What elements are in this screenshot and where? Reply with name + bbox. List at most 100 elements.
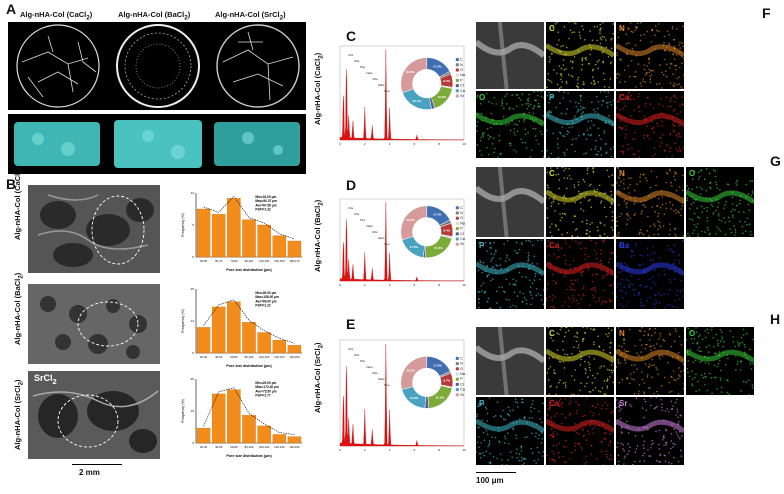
- x-tick-label: 10: [462, 448, 466, 452]
- donut-percent-label: 17.6%: [410, 245, 419, 249]
- legend-swatch: [455, 388, 459, 392]
- map-tile-g-c: C: [546, 167, 614, 237]
- donut-slice: [400, 356, 428, 390]
- subscript: 2: [17, 381, 25, 386]
- donut-percent-label: 19.3%: [410, 396, 419, 400]
- x-tick-label: 10: [462, 142, 466, 146]
- legend-swatch: [455, 78, 459, 82]
- map-texture: [616, 239, 684, 309]
- x-tick-label: 40-60: [215, 445, 223, 449]
- legend-label: N: [460, 362, 463, 366]
- x-tick-label: 4: [389, 142, 391, 146]
- x-tick-label: 6: [414, 448, 416, 452]
- peak-label: PKa: [360, 359, 365, 363]
- map-tile-f-c: C: [546, 22, 614, 89]
- donut-percent-label: 16.9%: [438, 95, 447, 99]
- legend-swatch: [455, 68, 459, 72]
- x-tick-label: 8: [438, 142, 440, 146]
- histogram-bar: [242, 322, 256, 354]
- legend-label: Sr: [460, 94, 464, 98]
- legend-swatch: [455, 377, 459, 381]
- x-tick-label: 4: [389, 283, 391, 287]
- map-tile-h-c: C: [546, 327, 614, 395]
- map-element-label: P: [479, 399, 485, 408]
- legend-label: P: [460, 227, 463, 231]
- panel-b-row-cacl2: Alg-nHA-Col (CaCl2): [13, 168, 25, 240]
- close-paren: ): [313, 199, 322, 203]
- spectrum-trace: [339, 202, 465, 282]
- map-texture: [476, 91, 544, 158]
- histogram-bar: [257, 332, 271, 354]
- legend-label: C: [460, 356, 463, 360]
- panel-label-b: B: [6, 176, 17, 192]
- histogram-bar: [211, 214, 226, 258]
- map-element-label: P: [549, 93, 555, 102]
- stat-label: Min=26.00 μm: [255, 291, 276, 295]
- legend-label: Na: [460, 372, 465, 376]
- panel-a-title-cacl2: Alg-nHA-Col (CaCl2): [20, 10, 92, 22]
- map-element-label: C: [549, 329, 555, 338]
- legend-label: Ca: [460, 388, 465, 392]
- close-paren: ): [187, 10, 191, 19]
- panel-a-title-bacl2: Alg-nHA-Col (BaCl2): [118, 10, 190, 22]
- histogram-bar: [211, 393, 226, 444]
- stat-label: Ave=73.50 μm: [255, 389, 276, 393]
- panel-label-e: E: [346, 316, 356, 332]
- x-tick-label: 90-110: [245, 259, 254, 263]
- histogram-bar: [211, 306, 226, 354]
- fit-curve: [203, 299, 295, 344]
- panel-a-3d-images: [8, 114, 306, 174]
- panel-label-h: H: [770, 311, 781, 327]
- map-texture: [686, 168, 754, 237]
- subscript: 2: [317, 55, 325, 59]
- x-tick-label: 140-160: [289, 355, 300, 359]
- donut-percent-label: 22.1%: [413, 99, 422, 103]
- x-axis-label: Pore size distribution (μm): [226, 268, 272, 272]
- peak-label: SrLa: [384, 383, 390, 387]
- panel-a-title-text: Alg-nHA-Col (CaCl: [20, 10, 87, 19]
- x-tick-label: 50-70: [215, 259, 223, 263]
- map-texture: [616, 327, 684, 395]
- x-tick-label: 8: [438, 448, 440, 452]
- map-tile-h-o: O: [686, 327, 754, 395]
- y-tick-label: 13: [191, 319, 195, 323]
- map-element-label: Sr: [619, 399, 628, 408]
- panel-a-topview-images: [8, 22, 306, 110]
- x-tick-label: 20-40: [200, 445, 208, 449]
- sem-image-bacl2: [28, 284, 160, 364]
- legend-label: P: [460, 78, 463, 82]
- sem-image-srcl2: [28, 371, 160, 459]
- panel-b-row-bacl2: Alg-nHA-Col (BaCl2): [13, 273, 25, 345]
- x-tick-label: 40-60: [215, 355, 223, 359]
- peak-label: SrLa: [384, 89, 390, 93]
- map-texture: [476, 239, 544, 309]
- legend-label: P: [460, 377, 463, 381]
- legend-swatch: [455, 232, 459, 236]
- histogram-bar: [272, 434, 287, 444]
- x-tick-label: 2: [364, 142, 366, 146]
- histogram-srcl2: 20-40 40-60 60-80 80-100 100-120 120-140 140-1…: [181, 377, 302, 458]
- x-tick-label: 0: [339, 142, 341, 146]
- legend-swatch: [455, 372, 459, 376]
- fit-curve: [203, 195, 295, 240]
- peak-label: ClKa: [372, 230, 378, 234]
- x-tick-label: 100-120: [259, 355, 270, 359]
- peak-label: ClKa: [372, 371, 378, 375]
- peak-label: PKa: [360, 65, 365, 69]
- x-tick-label: 8: [438, 283, 440, 287]
- histogram-bar: [272, 340, 287, 354]
- x-tick-label: 80-100: [245, 355, 254, 359]
- close-paren: ): [283, 10, 286, 19]
- map-element-label: Ca: [619, 93, 630, 102]
- stat-label: Min=29.00 μm: [255, 381, 276, 385]
- stat-label: Ave=67.56 μm: [255, 203, 276, 207]
- x-tick-label: 80-100: [245, 445, 254, 449]
- sem-image-cacl2: [28, 185, 160, 273]
- map-element-label: N: [619, 24, 625, 33]
- legend-label: Ca: [460, 237, 465, 241]
- donut-percent-label: 30.8%: [406, 70, 415, 74]
- panel-a-title-text: Alg-nHA-Col (BaCl: [118, 10, 185, 19]
- spectrum-trace: [339, 344, 465, 447]
